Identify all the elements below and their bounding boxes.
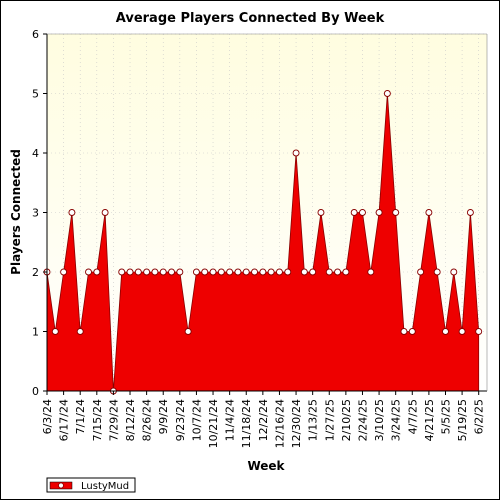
x-tick-label: 4/21/25	[423, 399, 436, 441]
data-point	[151, 268, 159, 276]
x-tick-label: 2/10/25	[340, 399, 353, 441]
data-point	[342, 268, 350, 276]
data-point	[267, 268, 275, 276]
x-tick-label: 9/23/24	[174, 399, 187, 441]
data-point	[433, 268, 441, 276]
data-point	[325, 268, 333, 276]
x-tick-label: 5/5/25	[439, 399, 452, 434]
y-tick-label: 5	[32, 88, 39, 101]
legend: LustyMud	[46, 477, 136, 493]
data-point	[383, 90, 391, 97]
data-point	[85, 268, 92, 276]
legend-label: LustyMud	[81, 481, 129, 492]
data-point	[226, 268, 234, 276]
data-point	[217, 268, 225, 276]
data-point	[392, 209, 400, 216]
data-point	[417, 268, 425, 276]
x-tick-label: 3/10/25	[373, 399, 386, 441]
data-point	[126, 268, 134, 276]
x-tick-label: 12/16/24	[273, 399, 286, 448]
data-point	[93, 268, 101, 276]
x-tick-label: 3/24/25	[390, 399, 403, 441]
data-point	[276, 268, 283, 276]
data-point	[309, 268, 317, 276]
data-point	[375, 209, 383, 216]
x-tick-label: 10/7/24	[190, 399, 203, 441]
x-tick-label: 6/17/24	[58, 399, 71, 441]
data-point	[201, 268, 209, 276]
data-point	[367, 268, 375, 276]
legend-marker	[58, 482, 64, 489]
data-point	[300, 268, 308, 276]
x-tick-label: 11/18/24	[240, 399, 253, 448]
data-point	[259, 268, 267, 276]
data-point	[234, 268, 242, 276]
x-tick-label: 4/7/25	[406, 399, 419, 434]
series-area-fill	[46, 93, 480, 392]
data-point	[134, 268, 142, 276]
y-tick-label: 6	[32, 28, 39, 41]
x-tick-labels: 6/3/24 6/17/24 7/1/24 7/15/24 7/29/24 8/12/24…	[41, 399, 486, 448]
x-tick-label: 12/2/24	[257, 399, 270, 441]
y-tick-label: 2	[32, 266, 39, 279]
y-tick-label: 3	[32, 207, 39, 220]
data-point	[68, 209, 76, 216]
data-point	[425, 209, 433, 216]
data-point	[292, 149, 300, 157]
y-tick-label: 4	[32, 147, 39, 160]
axes	[43, 33, 488, 395]
x-tick-label: 8/12/24	[124, 399, 137, 441]
x-tick-label: 6/2/25	[473, 399, 486, 434]
y-tick-label: 0	[32, 385, 39, 398]
data-point	[209, 268, 217, 276]
data-point	[192, 268, 200, 276]
x-tick-label: 7/29/24	[107, 399, 120, 441]
x-tick-label: 7/1/24	[74, 399, 87, 434]
x-tick-label: 12/30/24	[290, 399, 303, 448]
x-tick-label: 1/27/25	[323, 399, 336, 441]
x-tick-label: 11/4/24	[224, 399, 237, 441]
data-point	[176, 268, 184, 276]
data-point	[76, 328, 84, 335]
series-markers	[43, 90, 483, 395]
y-tick-label: 1	[32, 326, 39, 339]
data-point	[400, 328, 408, 335]
data-point	[101, 209, 109, 216]
data-point	[442, 328, 449, 335]
data-point	[408, 328, 416, 335]
data-point	[242, 268, 250, 276]
x-tick-label: 10/21/24	[207, 399, 220, 448]
data-point	[168, 268, 175, 276]
data-point	[60, 268, 68, 276]
data-point	[159, 268, 167, 276]
x-tick-label: 8/26/24	[141, 399, 154, 441]
x-tick-label: 9/9/24	[157, 399, 170, 434]
x-tick-label: 5/19/25	[456, 399, 469, 441]
chart-title: Average Players Connected By Week	[116, 11, 385, 26]
data-point	[51, 328, 59, 335]
data-point	[466, 209, 474, 216]
data-point	[359, 209, 366, 216]
data-point	[458, 328, 466, 335]
x-axis-title: Week	[247, 459, 285, 473]
data-point	[251, 268, 258, 276]
data-point	[143, 268, 151, 276]
x-tick-label: 6/3/24	[41, 399, 54, 434]
y-axis-title: Players Connected	[9, 149, 23, 275]
data-point	[450, 268, 458, 276]
data-point	[284, 268, 292, 276]
data-point	[475, 328, 483, 335]
data-point	[184, 328, 192, 335]
series-area	[46, 93, 480, 392]
data-point	[334, 268, 342, 276]
x-tick-label: 7/15/24	[91, 399, 104, 441]
data-point	[317, 209, 325, 216]
x-tick-label: 2/24/25	[356, 399, 369, 441]
data-point	[350, 209, 358, 216]
data-point	[118, 268, 126, 276]
y-tick-labels: 0 1 2 3 4 5 6	[32, 28, 39, 398]
x-tick-label: 1/13/25	[307, 399, 320, 441]
